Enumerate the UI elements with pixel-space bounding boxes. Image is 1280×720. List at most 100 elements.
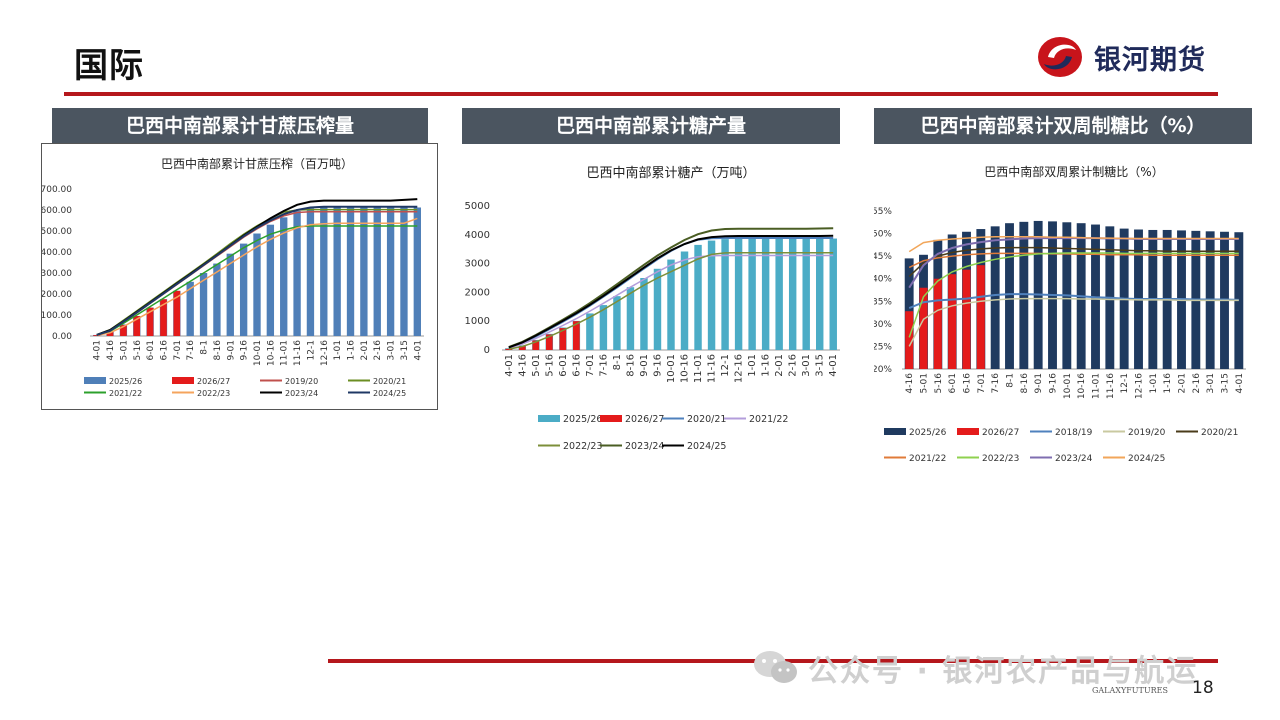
y-tick-label: 3000: [465, 259, 490, 270]
x-tick-label: 12-16: [320, 340, 330, 366]
top-rule: [64, 92, 1218, 96]
y-tick-label: 5000: [465, 201, 490, 212]
x-tick-label: 9-16: [1049, 373, 1059, 394]
x-tick-label: 11-16: [1106, 373, 1116, 399]
bar-2025-26: [186, 281, 194, 336]
bar-2026-27: [559, 328, 567, 350]
x-tick-label: 11-01: [1092, 373, 1102, 399]
line-2022-23: [508, 251, 834, 350]
legend-swatch: [84, 377, 106, 384]
y-tick-label: 600.00: [42, 206, 72, 216]
x-tick-label: 1-16: [347, 340, 357, 361]
x-tick-label: 9-01: [639, 354, 650, 377]
bar-2025-26: [239, 243, 248, 336]
x-tick-label: 4-16: [106, 340, 116, 361]
bar-2026-27: [173, 290, 181, 336]
bar-2026-27: [933, 278, 942, 369]
bar-2025-26: [1019, 221, 1029, 369]
chart-title: 巴西中南部双周累计制糖比（%）: [984, 164, 1163, 179]
bar-2026-27: [120, 325, 127, 336]
y-tick-label: 400.00: [42, 248, 72, 258]
legend-swatch: [957, 428, 979, 435]
y-tick-label: 100.00: [42, 311, 72, 321]
x-tick-label: 5-01: [531, 354, 542, 377]
chart-mix: 巴西中南部双周累计制糖比（%） 20% 25% 30% 35% 40% 45% 50% 55% 4…: [874, 150, 1254, 470]
bar-2025-26: [816, 238, 824, 350]
bar-2025-26: [586, 313, 594, 350]
x-tick-label: 10-16: [266, 340, 276, 366]
panel-header-crush: 巴西中南部累计甘蔗压榨量: [52, 108, 428, 144]
legend-swatch: [600, 415, 622, 422]
brand-logo-icon: [1038, 37, 1082, 77]
bar-2025-26: [613, 296, 621, 350]
line-2021-22: [96, 225, 418, 336]
y-tick-label: 0: [484, 345, 490, 356]
x-tick-label: 6-01: [948, 373, 958, 393]
y-tick-label: 25%: [874, 342, 892, 352]
bar-2025-26: [346, 207, 355, 336]
legend-label: 2021/22: [749, 414, 788, 425]
legend-label: 2025/26: [909, 428, 947, 438]
legend-label: 2024/25: [1128, 454, 1165, 464]
x-tick-label: 9-16: [652, 354, 663, 377]
y-tick-label: 700.00: [42, 185, 72, 195]
bar-2026-27: [905, 311, 914, 369]
bar-2026-27: [146, 307, 154, 336]
bar-2025-26: [253, 233, 261, 336]
legend-label: 2022/23: [982, 454, 1019, 464]
bar-2025-26: [266, 224, 275, 336]
bar-2025-26: [788, 238, 797, 350]
x-tick-label: 10-16: [1077, 373, 1087, 399]
y-tick-label: 500.00: [42, 227, 72, 237]
line-2024-25: [96, 205, 418, 336]
x-tick-label: 5-01: [920, 373, 930, 393]
bar-2025-26: [199, 273, 208, 336]
bar-2025-26: [226, 253, 234, 336]
x-tick-label: 4-01: [413, 340, 423, 360]
x-tick-label: 5-01: [119, 340, 129, 360]
legend-label: 2023/24: [285, 389, 318, 398]
line-2024-25: [908, 235, 1239, 253]
page-number: 18: [1192, 678, 1214, 698]
x-tick-label: 2-16: [1192, 373, 1202, 394]
legend-label: 2025/26: [563, 414, 602, 425]
x-tick-label: 10-01: [1063, 373, 1073, 399]
line-2022-23: [96, 217, 418, 337]
x-tick-label: 8-1: [200, 340, 210, 355]
x-tick-label: 9-01: [1034, 373, 1044, 393]
bar-2025-26: [694, 244, 702, 350]
x-tick-label: 7-16: [186, 340, 196, 361]
bar-2025-26: [667, 259, 675, 350]
bar-2025-26: [1234, 232, 1244, 369]
x-tick-label: 12-16: [1135, 373, 1145, 399]
x-tick-label: 11-01: [693, 354, 704, 383]
x-tick-label: 3-01: [387, 340, 397, 360]
bar-2025-26: [213, 263, 221, 336]
bar-2025-26: [721, 239, 729, 350]
bar-2026-27: [93, 335, 100, 336]
x-tick-label: 4-16: [517, 354, 528, 377]
x-tick-label: 7-01: [585, 354, 596, 377]
chart-crush-svg: 巴西中南部累计甘蔗压榨（百万吨） 0.00 100.00 200.00 300.00 40…: [42, 156, 424, 398]
x-tick-label: 2-16: [788, 354, 799, 377]
x-tick-label: 12-16: [734, 354, 745, 383]
wechat-icon: [754, 651, 797, 683]
legend-label: 2024/25: [687, 441, 726, 452]
x-tick-label: 2-01: [1178, 373, 1188, 393]
y-tick-label: 0.00: [52, 332, 72, 342]
y-tick-label: 200.00: [42, 290, 72, 300]
line-2021-22: [908, 252, 1239, 269]
x-tick-label: 8-16: [625, 354, 636, 377]
legend-label: 2023/24: [625, 441, 664, 452]
bar-2025-26: [413, 207, 421, 336]
x-tick-label: 10-01: [253, 340, 263, 366]
y-tick-label: 45%: [874, 252, 892, 262]
bar-2025-26: [333, 207, 341, 336]
legend-label: 2020/21: [687, 414, 726, 425]
bar-2025-26: [640, 278, 648, 350]
x-tick-label: 6-16: [159, 340, 169, 361]
x-tick-label: 7-01: [173, 340, 183, 360]
legend-label: 2021/22: [109, 389, 142, 398]
chart-crush: 巴西中南部累计甘蔗压榨（百万吨） 0.00 100.00 200.00 300.00 40…: [41, 143, 438, 410]
x-tick-label: 5-16: [544, 354, 555, 377]
